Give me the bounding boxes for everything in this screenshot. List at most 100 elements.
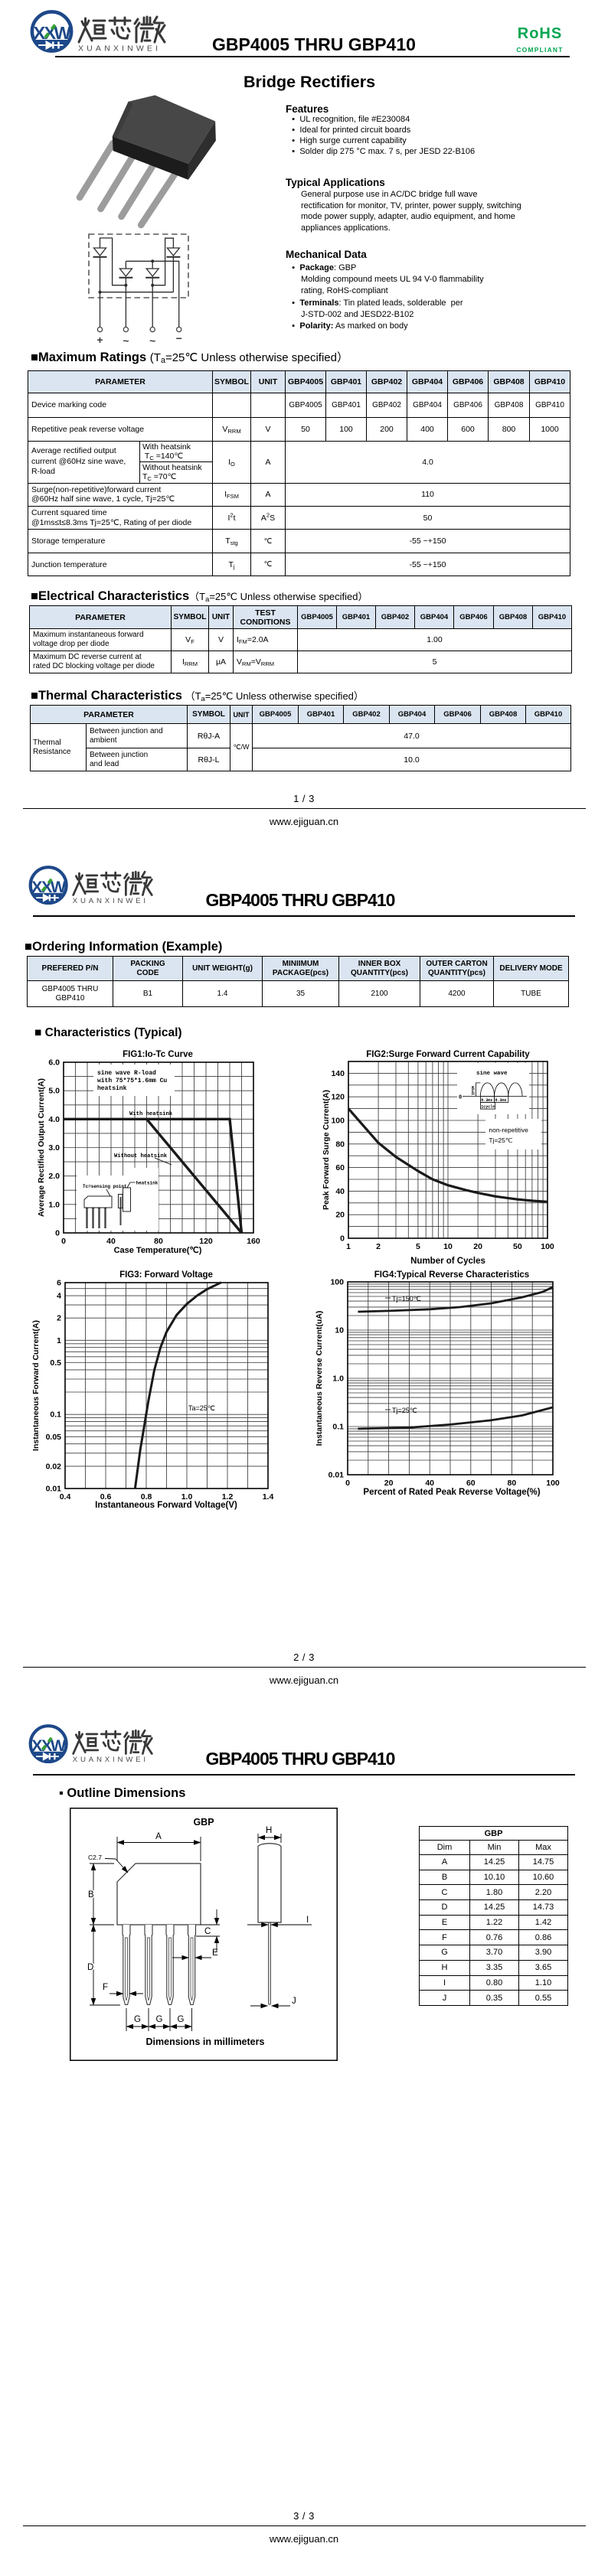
svg-text:10: 10 bbox=[443, 1242, 453, 1251]
svg-text:C2.7: C2.7 bbox=[88, 1854, 102, 1861]
svg-text:FIG3: Forward Voltage: FIG3: Forward Voltage bbox=[119, 1270, 213, 1280]
svg-text:0.1: 0.1 bbox=[332, 1423, 344, 1432]
svg-text:Peak Forward Surge Current(A): Peak Forward Surge Current(A) bbox=[322, 1090, 331, 1210]
svg-text:2: 2 bbox=[376, 1242, 381, 1251]
svg-text:140: 140 bbox=[331, 1069, 345, 1078]
svg-text:20: 20 bbox=[473, 1242, 482, 1251]
svg-text:80: 80 bbox=[154, 1237, 163, 1246]
svg-text:heatsink: heatsink bbox=[136, 1181, 159, 1186]
svg-text:100: 100 bbox=[541, 1242, 554, 1251]
svg-text:120: 120 bbox=[331, 1093, 345, 1102]
svg-text:60: 60 bbox=[335, 1163, 345, 1172]
svg-text:X: X bbox=[34, 23, 46, 43]
svg-text:H: H bbox=[266, 1826, 272, 1835]
svg-text:Without heatsink: Without heatsink bbox=[114, 1153, 168, 1159]
svg-text:W: W bbox=[54, 23, 72, 43]
svg-text:0.01: 0.01 bbox=[329, 1471, 345, 1480]
svg-text:10: 10 bbox=[335, 1326, 344, 1335]
svg-text:Dimensions in millimeters: Dimensions in millimeters bbox=[146, 2036, 265, 2047]
svg-text:20: 20 bbox=[384, 1479, 394, 1488]
svg-text:0.4: 0.4 bbox=[60, 1492, 71, 1502]
svg-text:0.02: 0.02 bbox=[46, 1462, 62, 1471]
svg-text:0: 0 bbox=[340, 1234, 345, 1244]
svg-text:0: 0 bbox=[61, 1237, 66, 1246]
svg-text:1cycle: 1cycle bbox=[481, 1104, 495, 1109]
svg-text:40: 40 bbox=[335, 1187, 345, 1196]
svg-text:G: G bbox=[156, 2015, 163, 2024]
svg-text:I: I bbox=[306, 1916, 309, 1925]
svg-text:heatsink: heatsink bbox=[97, 1085, 127, 1092]
svg-text:1.4: 1.4 bbox=[263, 1492, 274, 1502]
svg-text:20: 20 bbox=[335, 1211, 345, 1220]
svg-text:80: 80 bbox=[508, 1479, 517, 1488]
svg-text:0.01: 0.01 bbox=[46, 1485, 62, 1494]
svg-text:0.05: 0.05 bbox=[46, 1433, 62, 1442]
svg-text:Tj=150℃: Tj=150℃ bbox=[392, 1295, 421, 1303]
svg-text:~: ~ bbox=[123, 334, 129, 346]
svg-text:Tc=sensing point: Tc=sensing point bbox=[83, 1184, 127, 1189]
svg-text:8.3ms: 8.3ms bbox=[481, 1098, 492, 1103]
svg-text:+: + bbox=[96, 334, 103, 346]
svg-text:~: ~ bbox=[149, 334, 155, 346]
svg-text:XUANXINWEI: XUANXINWEI bbox=[78, 44, 158, 54]
svg-text:FIG4:Typical Reverse Character: FIG4:Typical Reverse Characteristics bbox=[374, 1270, 529, 1280]
svg-text:−: − bbox=[176, 332, 182, 344]
svg-text:40: 40 bbox=[425, 1479, 434, 1488]
svg-text:0.8: 0.8 bbox=[141, 1492, 152, 1502]
svg-text:Instantaneous Reverse Current(: Instantaneous Reverse Current(uA) bbox=[315, 1311, 324, 1446]
svg-text:Instantaneous Forward Current(: Instantaneous Forward Current(A) bbox=[31, 1320, 41, 1451]
svg-text:100: 100 bbox=[331, 1117, 345, 1126]
svg-text:3.0: 3.0 bbox=[48, 1143, 60, 1153]
svg-text:100: 100 bbox=[546, 1479, 560, 1488]
svg-text:0.1: 0.1 bbox=[50, 1410, 61, 1420]
svg-text:1.0: 1.0 bbox=[181, 1492, 193, 1502]
svg-text:F: F bbox=[103, 1983, 108, 1992]
svg-text:1: 1 bbox=[346, 1242, 351, 1251]
svg-text:E: E bbox=[212, 1948, 218, 1958]
svg-text:with 75*75*1.6mm Cu: with 75*75*1.6mm Cu bbox=[97, 1078, 167, 1084]
svg-text:160: 160 bbox=[247, 1237, 260, 1246]
svg-text:sine wave R-load: sine wave R-load bbox=[97, 1070, 156, 1077]
svg-text:0.5: 0.5 bbox=[50, 1358, 61, 1368]
svg-text:A: A bbox=[155, 1832, 162, 1841]
svg-text:Tj=25℃: Tj=25℃ bbox=[489, 1136, 512, 1144]
svg-text:IFSM: IFSM bbox=[472, 1086, 476, 1095]
svg-text:Ta=25℃: Ta=25℃ bbox=[188, 1404, 215, 1412]
svg-text:1.0: 1.0 bbox=[48, 1200, 60, 1209]
svg-text:D: D bbox=[87, 1963, 93, 1972]
svg-text:50: 50 bbox=[513, 1242, 522, 1251]
svg-text:6.0: 6.0 bbox=[48, 1058, 60, 1068]
svg-text:C: C bbox=[204, 1927, 211, 1936]
svg-text:5.0: 5.0 bbox=[48, 1087, 60, 1096]
svg-text:FIG2:Surge Forward Current Cap: FIG2:Surge Forward Current Capability bbox=[366, 1050, 530, 1059]
svg-text:Instantaneous Forward Voltage(: Instantaneous Forward Voltage(V) bbox=[95, 1501, 237, 1510]
svg-text:B: B bbox=[88, 1890, 94, 1899]
svg-text:0: 0 bbox=[55, 1229, 60, 1238]
svg-text:0: 0 bbox=[459, 1095, 462, 1101]
svg-text:0.6: 0.6 bbox=[100, 1492, 112, 1502]
svg-text:sine wave: sine wave bbox=[476, 1071, 508, 1077]
svg-text:G: G bbox=[178, 2015, 185, 2024]
svg-text:Tj=25℃: Tj=25℃ bbox=[392, 1407, 417, 1414]
svg-text:5: 5 bbox=[416, 1242, 420, 1251]
svg-text:G: G bbox=[134, 2015, 141, 2024]
svg-text:60: 60 bbox=[466, 1479, 476, 1488]
svg-text:J: J bbox=[292, 1997, 296, 2006]
svg-text:40: 40 bbox=[106, 1237, 116, 1246]
svg-text:GBP: GBP bbox=[193, 1817, 214, 1828]
svg-text:Average Rectified Output Curre: Average Rectified Output Current(A) bbox=[37, 1078, 46, 1217]
svg-text:FIG1:Io-Tc Curve: FIG1:Io-Tc Curve bbox=[123, 1050, 193, 1059]
svg-text:1: 1 bbox=[57, 1336, 61, 1345]
svg-text:6: 6 bbox=[57, 1279, 61, 1288]
svg-text:2: 2 bbox=[57, 1314, 61, 1323]
svg-text:1.2: 1.2 bbox=[222, 1492, 234, 1502]
svg-text:non-repetitive: non-repetitive bbox=[489, 1127, 528, 1134]
svg-text:Percent of Rated Peak Reverse: Percent of Rated Peak Reverse Voltage(%) bbox=[363, 1488, 540, 1497]
svg-text:Number of Cycles: Number of Cycles bbox=[410, 1257, 485, 1266]
svg-text:0: 0 bbox=[345, 1479, 350, 1488]
svg-text:1.0: 1.0 bbox=[332, 1374, 344, 1384]
svg-text:80: 80 bbox=[335, 1140, 345, 1149]
svg-text:With heatsink: With heatsink bbox=[129, 1111, 173, 1117]
svg-text:Case Temperature(℃): Case Temperature(℃) bbox=[114, 1246, 202, 1255]
svg-text:8.3ms: 8.3ms bbox=[495, 1098, 507, 1103]
